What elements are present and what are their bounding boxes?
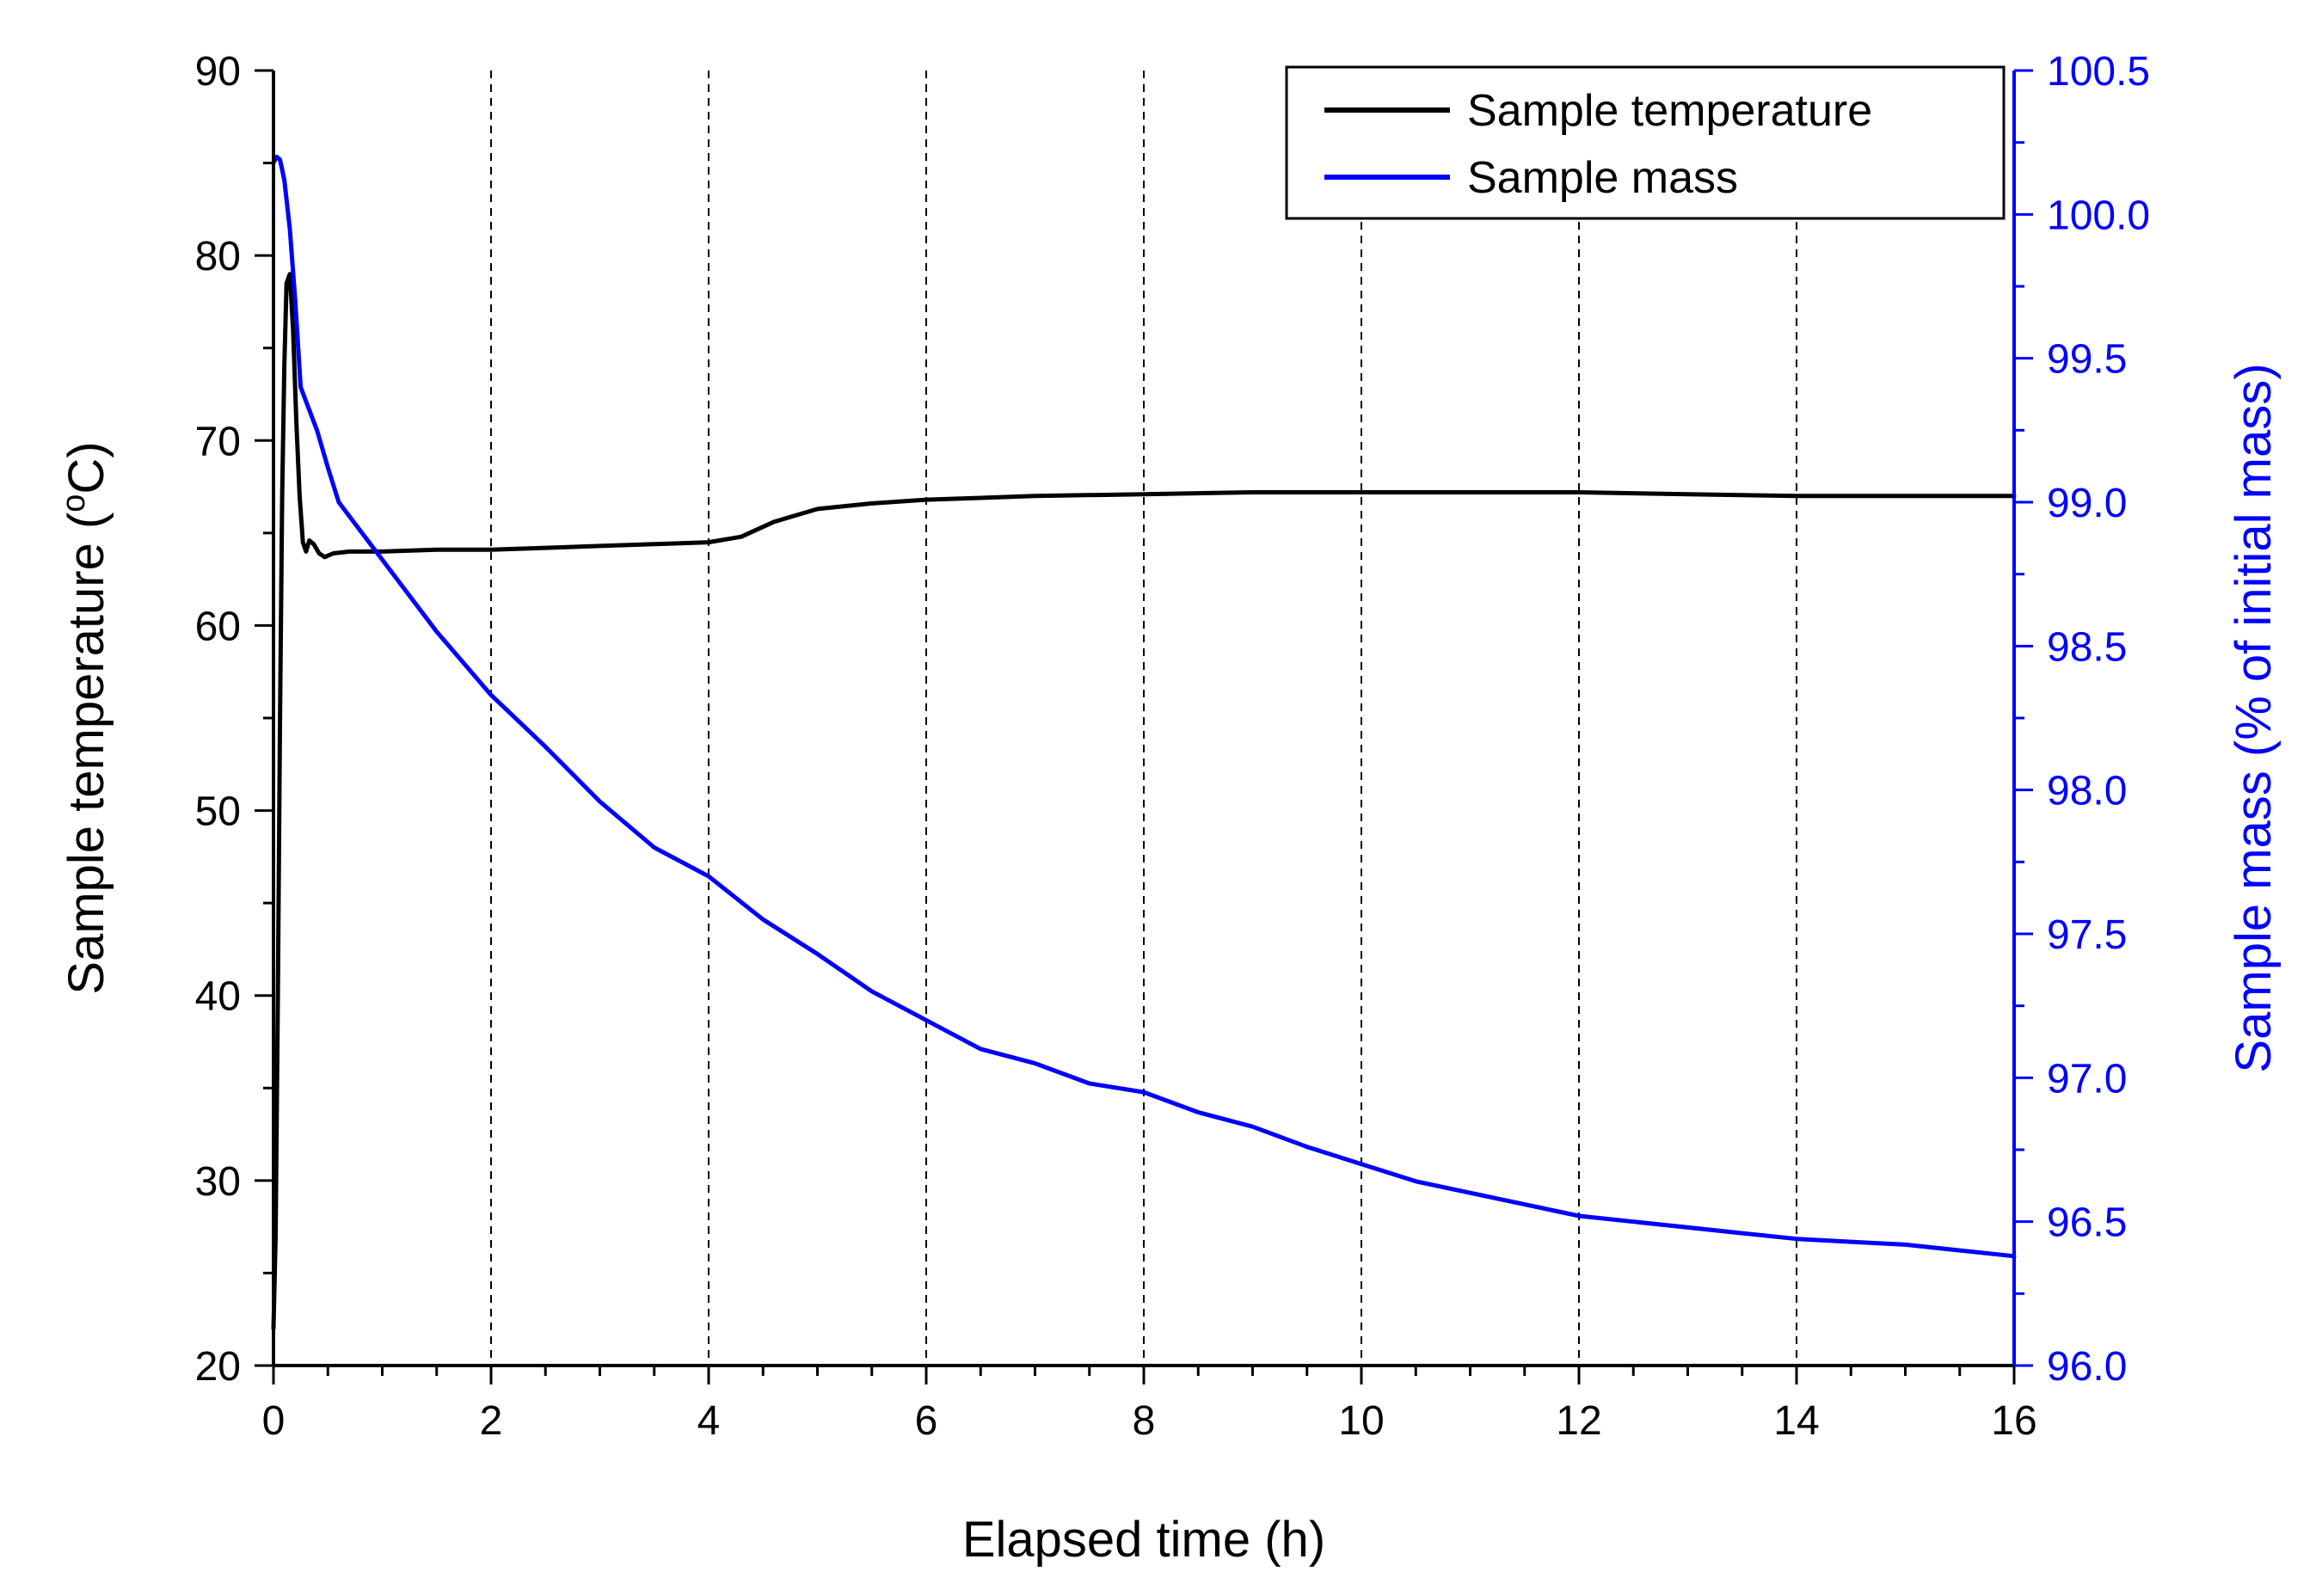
y-left-tick-label-70: 70: [195, 419, 241, 464]
left-y-axis-title-superscript: o: [56, 494, 92, 513]
left-y-axis-title-prefix: Sample temperature (: [58, 513, 114, 995]
y-left-tick-label-20: 20: [195, 1344, 241, 1390]
gridlines: [490, 71, 1797, 1366]
y-right-tick-label-97.0: 97.0: [2047, 1056, 2127, 1102]
right-y-axis-title: Sample mass (% of initial mass): [2226, 363, 2282, 1072]
y-right-tick-label-96.0: 96.0: [2047, 1344, 2127, 1390]
series-line-sample-mass: [271, 154, 2017, 1259]
y-right-tick-label-98.5: 98.5: [2047, 624, 2127, 670]
y-right-tick-label-99.5: 99.5: [2047, 337, 2127, 383]
x-tick-label-12: 12: [1556, 1398, 1601, 1444]
x-axis-title: Elapsed time (h): [962, 1512, 1325, 1568]
x-tick-label-4: 4: [697, 1398, 721, 1444]
x-tick-label-2: 2: [480, 1398, 503, 1444]
y-right-tick-label-98.0: 98.0: [2047, 769, 2127, 814]
series-layer: [271, 154, 2017, 1331]
y-right-tick-label-96.5: 96.5: [2047, 1200, 2127, 1246]
y-right-tick-label-100.5: 100.5: [2047, 49, 2150, 95]
y-right-tick-label-97.5: 97.5: [2047, 912, 2127, 958]
y-left-tick-label-60: 60: [195, 604, 241, 649]
legend: Sample temperature Sample mass: [1285, 65, 2006, 220]
y-left-tick-label-40: 40: [195, 974, 241, 1020]
x-tick-label-0: 0: [262, 1398, 286, 1444]
x-tick-label-10: 10: [1338, 1398, 1384, 1444]
legend-label-sample-mass: Sample mass: [1467, 153, 1738, 203]
y-right-tick-label-100.0: 100.0: [2047, 193, 2150, 238]
y-right-tick-label-99.0: 99.0: [2047, 481, 2127, 526]
x-tick-label-6: 6: [915, 1398, 938, 1444]
left-y-axis-title: Sample temperature (oC): [56, 441, 114, 994]
y-left-tick-label-30: 30: [195, 1159, 241, 1205]
y-left-tick-label-50: 50: [195, 789, 241, 835]
x-tick-label-8: 8: [1133, 1398, 1156, 1444]
x-tick-label-16: 16: [1991, 1398, 2036, 1444]
series-line-sample-temperature: [271, 272, 2017, 1331]
y-left-tick-label-90: 90: [195, 49, 241, 95]
legend-label-sample-temperature: Sample temperature: [1467, 86, 1872, 136]
y-left-tick-label-80: 80: [195, 234, 241, 279]
legend-box: [1285, 65, 2006, 220]
axis-ticks: 0 2 4 6 8 10 12 14 16 20 30 40 50 60 70 80 90 96.0 96.5 97.…: [195, 49, 2151, 1444]
left-y-axis-title-suffix: C): [58, 441, 114, 494]
x-tick-label-14: 14: [1773, 1398, 1819, 1444]
